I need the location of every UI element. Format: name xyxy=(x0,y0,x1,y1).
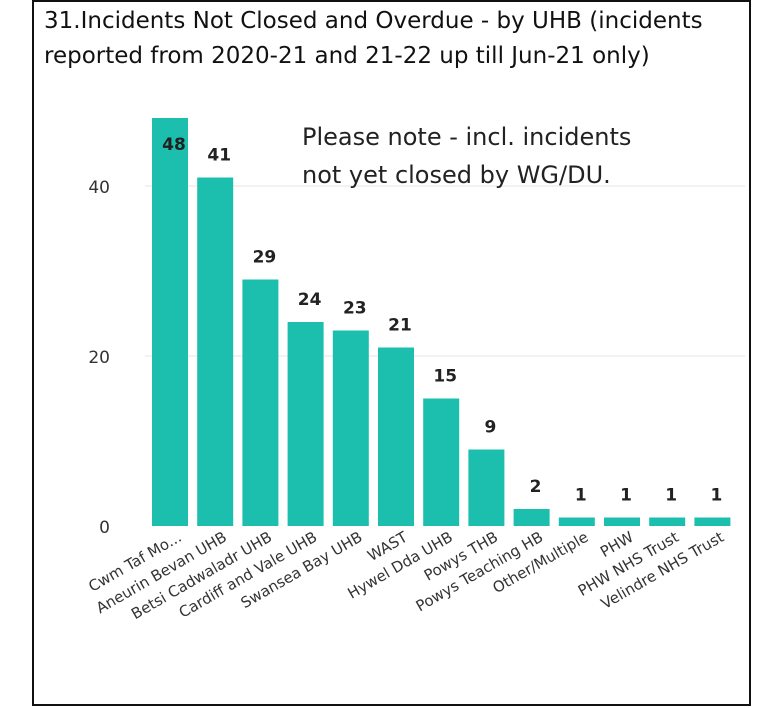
data-label: 2 xyxy=(530,477,542,497)
chart-title: 31.Incidents Not Closed and Overdue - by… xyxy=(44,8,703,69)
bar[interactable] xyxy=(287,322,324,526)
data-label: 21 xyxy=(388,316,412,336)
y-tick-label: 0 xyxy=(99,518,110,538)
bar[interactable] xyxy=(694,517,731,527)
annotation-line-2: not yet closed by WG/DU. xyxy=(302,161,611,189)
bar[interactable] xyxy=(423,398,460,527)
data-label: 24 xyxy=(298,290,322,310)
bar[interactable] xyxy=(378,347,414,527)
data-label: 1 xyxy=(620,486,632,506)
data-label: 23 xyxy=(343,299,367,319)
bar[interactable] xyxy=(558,517,595,527)
annotation-line-1: Please note - incl. incidents xyxy=(302,123,632,151)
data-label: 1 xyxy=(710,486,722,506)
bar[interactable] xyxy=(197,177,234,527)
bar[interactable] xyxy=(649,517,686,527)
bar[interactable] xyxy=(513,509,550,526)
y-axis: 0 20 40 xyxy=(88,178,110,538)
data-label: 15 xyxy=(433,367,457,387)
data-label: 1 xyxy=(575,486,587,506)
chart-annotation: Please note - incl. incidents not yet cl… xyxy=(302,118,631,194)
data-label: 1 xyxy=(665,486,677,506)
bar[interactable] xyxy=(604,517,640,527)
bar[interactable] xyxy=(242,279,279,527)
bar[interactable] xyxy=(152,118,188,526)
gridlines xyxy=(145,185,745,357)
data-label: 9 xyxy=(484,418,496,438)
bars xyxy=(152,118,731,527)
data-label: 48 xyxy=(162,135,186,155)
data-label: 41 xyxy=(207,146,231,166)
bar[interactable] xyxy=(468,449,505,527)
data-label: 29 xyxy=(253,248,277,268)
bar[interactable] xyxy=(332,330,369,527)
y-tick-label: 20 xyxy=(88,348,110,368)
y-tick-label: 40 xyxy=(88,178,110,198)
